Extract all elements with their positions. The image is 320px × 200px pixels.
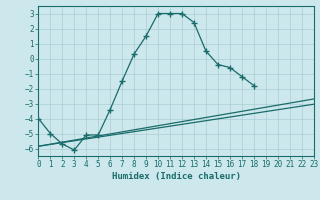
X-axis label: Humidex (Indice chaleur): Humidex (Indice chaleur) bbox=[111, 172, 241, 181]
